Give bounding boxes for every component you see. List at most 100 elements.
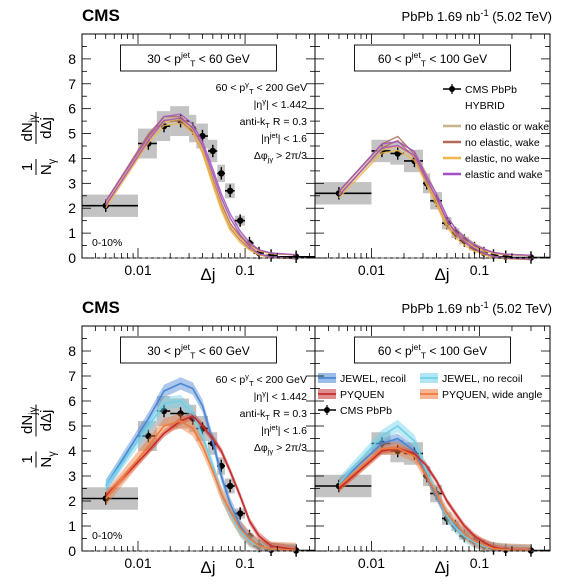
model-curve: [105, 118, 297, 256]
text-segment: p: [174, 344, 181, 358]
y-tick-label: 5: [68, 418, 76, 434]
text-segment: < 200 GeV: [254, 374, 307, 386]
plot-layer: CMS PbPb 1.69 nb-1 (5.02 TeV)1 NγdNjγdΔjCM…: [19, 6, 552, 577]
y-tick-label: 1: [68, 518, 76, 534]
text-segment: anti-k: [240, 408, 266, 420]
cms-label: CMS: [82, 6, 120, 25]
legend-label: elastic, no wake: [465, 153, 540, 165]
text-segment: jγ: [267, 155, 274, 164]
model-band: [105, 413, 297, 551]
y-label-ngamma: Nγ: [38, 451, 59, 468]
legend-label: no elastic or wake: [465, 121, 549, 133]
text-segment: 60 <: [378, 52, 405, 66]
text-segment: jet: [180, 50, 191, 60]
text-segment: PbPb 1.69 nb: [402, 301, 481, 316]
text-segment: jγ: [267, 447, 274, 456]
legend-label: elastic and wake: [465, 169, 543, 181]
legend-label: JEWEL, recoil: [340, 373, 406, 385]
y-label-den: dΔj: [38, 410, 55, 432]
legend-label: PYQUEN: [340, 389, 384, 401]
text-segment: |η: [261, 133, 270, 145]
legend-marker: [324, 407, 330, 413]
text-segment: γ: [47, 451, 59, 457]
data-point: [226, 482, 234, 490]
model-curve: [105, 122, 297, 260]
text-segment: Δφ: [254, 442, 268, 454]
text-segment: | < 1.6: [278, 425, 307, 437]
panel-bottom-right: 0.01 0.1 Δj 60 < pjetT < 100 GeV JEWEL, no r…: [314, 325, 551, 577]
jet-pt-label: 60 < pjetT < 100 GeV: [378, 50, 487, 68]
y-tick-label: 7: [68, 368, 76, 384]
selection-label: Δφjγ > 2π/3: [254, 150, 307, 164]
x-tick-label: 0.01: [358, 262, 385, 278]
x-axis-label: Δj: [200, 265, 215, 284]
y-tick-label: 8: [68, 343, 76, 359]
data-point: [226, 187, 234, 194]
text-segment: | < 1.6: [278, 133, 307, 145]
text-segment: T: [190, 59, 196, 69]
text-segment: jet: [411, 50, 422, 60]
text-segment: T: [249, 379, 254, 388]
centrality-label: 0-10%: [92, 237, 122, 249]
text-segment: < 100 GeV: [426, 52, 487, 66]
text-segment: 60 < p: [216, 374, 246, 386]
centrality-label: 0-10%: [92, 530, 122, 542]
y-tick-label: 0: [68, 250, 76, 266]
text-segment: T: [421, 351, 427, 361]
lumi-label: PbPb 1.69 nb-1 (5.02 TeV): [402, 300, 552, 316]
x-axis-label: Δj: [434, 265, 449, 284]
text-segment: R = 0.3: [270, 408, 307, 420]
text-segment: -1: [480, 8, 488, 18]
text-segment: 30 <: [147, 344, 174, 358]
cms-label: CMS: [82, 298, 120, 317]
y-label-num: dNjγ: [19, 114, 40, 142]
text-segment: γ: [262, 97, 266, 106]
text-segment: Δφ: [254, 150, 268, 162]
y-tick-label: 0: [68, 543, 76, 559]
text-segment: γ: [245, 372, 249, 381]
data-point: [236, 217, 244, 224]
y-label-one: 1: [19, 455, 36, 463]
y-label-one: 1: [19, 163, 36, 171]
panel-top-right: 0.01 0.1 Δj 60 < pjetT < 100 GeV CMS PbPb HYB…: [314, 33, 551, 284]
selection-label: anti-kT R = 0.3: [240, 116, 308, 130]
jet-pt-label: 30 < pjetT < 60 GeV: [147, 50, 249, 68]
legend-group-title: HYBRID: [465, 100, 505, 112]
x-tick-label: 0.01: [124, 555, 151, 571]
data-point: [160, 407, 168, 415]
selection-label: |ηjet| < 1.6: [261, 423, 307, 437]
x-tick-label: 0.01: [124, 262, 151, 278]
text-segment: dN: [19, 415, 36, 434]
legend-label: JEWEL, no recoil: [442, 373, 523, 385]
text-segment: | < 1.442: [266, 99, 307, 111]
y-tick-label: 4: [68, 150, 76, 166]
x-tick-label: 0.1: [235, 555, 255, 571]
text-segment: γ: [245, 80, 249, 89]
text-segment: 60 < p: [216, 82, 246, 94]
y-tick-label: 6: [68, 101, 76, 117]
text-segment: |η: [254, 391, 263, 403]
text-segment: anti-k: [240, 116, 266, 128]
text-segment: 60 <: [378, 344, 405, 358]
data-point: [236, 510, 244, 517]
selection-label: anti-kT R = 0.3: [240, 408, 308, 422]
x-tick-label: 0.1: [470, 262, 490, 278]
text-segment: N: [38, 164, 55, 175]
text-segment: N: [38, 457, 55, 468]
text-segment: T: [249, 87, 254, 96]
text-segment: > 2π/3: [273, 442, 307, 454]
model-curve: [338, 140, 532, 256]
text-segment: R = 0.3: [270, 116, 307, 128]
legend-label: PYQUEN, wide angle: [442, 389, 543, 401]
y-tick-label: 3: [68, 468, 76, 484]
text-segment: (5.02 TeV): [489, 9, 552, 24]
text-segment: T: [190, 351, 196, 361]
jet-pt-box: [354, 336, 511, 364]
data-point: [177, 410, 184, 417]
y-tick-label: 7: [68, 76, 76, 92]
model-curve: [338, 145, 532, 257]
